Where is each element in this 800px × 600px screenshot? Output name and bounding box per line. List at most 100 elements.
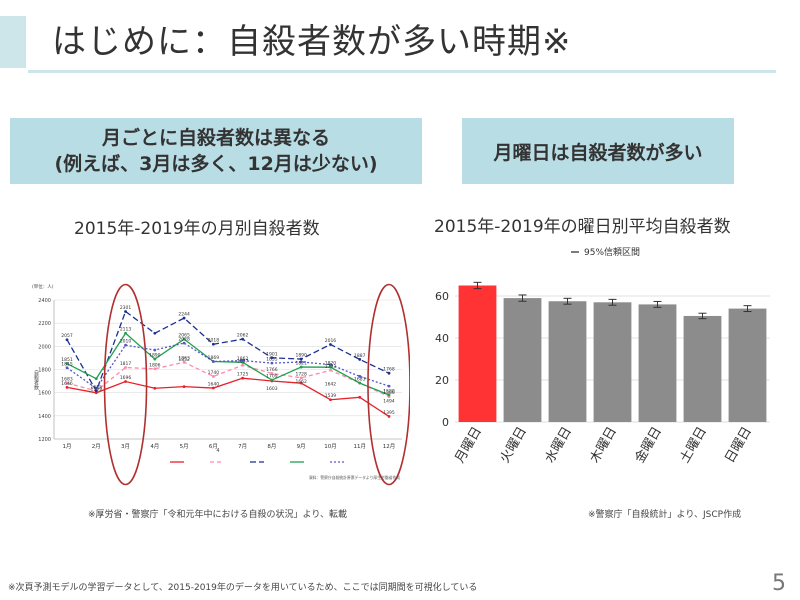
data-label: 1725 [237, 372, 249, 378]
data-point [329, 363, 332, 367]
y-tick-label: 40 [435, 332, 449, 345]
data-point [182, 360, 186, 364]
data-label: 1615 [91, 384, 103, 390]
data-point [94, 386, 98, 390]
bar [503, 298, 542, 422]
bar [548, 301, 587, 422]
x-tick-label: 月曜日 [452, 425, 484, 466]
x-tick-label: 2月 [92, 443, 101, 450]
bar [593, 302, 632, 422]
data-label: 1539 [325, 393, 337, 399]
data-label: 1728 [295, 371, 307, 377]
data-label: 1901 [266, 351, 278, 357]
data-label: 2016 [325, 338, 337, 344]
data-point [94, 377, 98, 381]
y-tick-label: 1400 [38, 414, 51, 420]
y-tick-label: 1600 [38, 391, 51, 397]
data-label: 1852 [178, 357, 190, 363]
data-point [299, 365, 303, 369]
data-label: 2113 [120, 327, 132, 333]
data-label: 1806 [149, 362, 161, 368]
data-point [124, 331, 127, 335]
monthly-line-chart: (単位：人) 自殺者数 1200 1400 1600 1800 2000 2200 2400 1月… [32, 283, 410, 486]
data-point [358, 381, 362, 385]
data-point [153, 331, 157, 335]
data-label: 1862 [237, 356, 249, 362]
data-label: 1837 [237, 359, 249, 365]
x-tick-label: 9月 [297, 443, 306, 450]
title-accent [0, 16, 26, 68]
x-tick-label: 10月 [324, 443, 337, 450]
y-tick-label: 2200 [38, 321, 51, 327]
data-point [153, 348, 157, 352]
data-point [241, 363, 245, 367]
x-tick-label: 日曜日 [722, 425, 754, 466]
series-line-2 [66, 361, 390, 398]
data-label: 1887 [354, 353, 366, 359]
y-tick-label: 0 [442, 416, 449, 429]
data-point [270, 356, 274, 360]
data-point [387, 384, 391, 388]
data-point [94, 389, 98, 393]
x-tick-label: 土曜日 [677, 425, 709, 466]
data-label: 1599 [91, 386, 103, 392]
bar [638, 304, 677, 422]
data-point [65, 385, 69, 389]
x-tick-label: 火曜日 [497, 425, 529, 466]
slide-title: はじめに：自殺者数が多い時期※ [52, 22, 572, 62]
data-point [182, 316, 186, 320]
y-tick-label: 1800 [38, 368, 51, 374]
data-point [211, 360, 215, 363]
title-underline [28, 70, 776, 73]
y-tick-label: 2000 [38, 344, 51, 350]
data-point [270, 372, 274, 375]
y-tick-label: 1200 [38, 437, 51, 443]
data-point [329, 398, 332, 402]
callout-monthly-line1: 月ごとに自殺者数は異なる [101, 127, 330, 149]
data-label: 1646 [61, 381, 73, 387]
x-tick-label: 1月 [63, 443, 72, 450]
data-label: 2301 [120, 305, 132, 311]
data-point [241, 337, 245, 341]
data-point [153, 367, 157, 371]
data-label: 1740 [208, 370, 220, 376]
callout-monthly-line2: (例えば、3月は多く、12月は少ない) [54, 153, 378, 175]
legend-label: 95%信頼区間 [584, 246, 640, 258]
page-marker: 4 [216, 448, 219, 454]
data-point [65, 338, 69, 342]
data-label: 1494 [383, 398, 395, 404]
data-point [387, 371, 391, 375]
bar [683, 315, 722, 422]
data-point [124, 366, 127, 369]
data-point [241, 376, 245, 380]
data-label: 1696 [120, 375, 132, 381]
data-label: 1640 [208, 382, 220, 388]
monthly-chart-title: 2015年-2019年の月別自殺者数 [74, 219, 320, 239]
data-label: 1580 [383, 388, 395, 394]
data-label: 1890 [149, 353, 161, 359]
data-point [329, 365, 332, 369]
unit-label: (単位：人) [32, 283, 54, 290]
monthly-source-note: ※厚労省・警察庁「令和元年中における自殺の状況」より、転載 [88, 510, 348, 520]
x-tick-label: 7月 [238, 443, 247, 450]
series-line-4 [66, 332, 390, 396]
data-point [358, 374, 362, 378]
data-point [182, 337, 186, 341]
chart-source-label: 資料：警察庁自殺統計原票データより厚生労働省作成 [309, 475, 400, 480]
data-point [65, 381, 69, 385]
data-point [124, 380, 127, 383]
data-label: 1890 [295, 353, 307, 359]
data-point [270, 361, 274, 365]
data-label: 1709 [266, 374, 278, 380]
data-point [65, 366, 69, 370]
x-tick-label: 金曜日 [632, 424, 665, 466]
x-tick-label: 11月 [353, 443, 366, 450]
series-line-5 [66, 342, 390, 390]
bar [728, 308, 767, 422]
x-tick-label: 水曜日 [542, 425, 574, 466]
weekday-source-note: ※警察庁「自殺統計」より、JSCP作成 [588, 510, 742, 520]
data-label: 2018 [208, 338, 220, 344]
x-tick-label: 12月 [383, 443, 396, 450]
x-tick-label: 5月 [180, 443, 189, 450]
weekday-bar-chart: 95%信頼区間 0 20 40 60 月曜日 火曜日 水曜日 木曜日 金曜日 土曜日 日曜日 [435, 246, 770, 466]
